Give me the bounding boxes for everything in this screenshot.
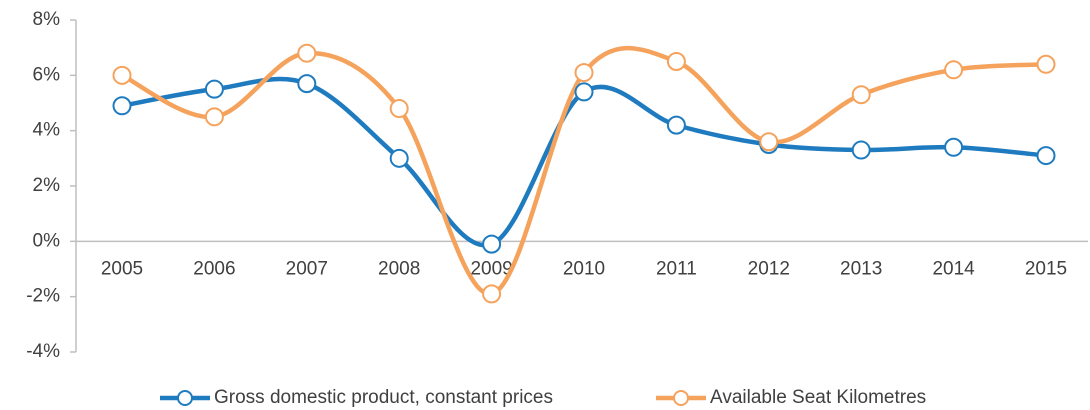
y-tick-label: -4% — [26, 341, 60, 362]
marker — [574, 82, 594, 102]
marker — [944, 60, 964, 80]
marker — [112, 65, 132, 85]
marker — [944, 137, 964, 157]
marker — [112, 96, 132, 116]
y-tick-label: -2% — [26, 286, 60, 307]
marker — [1036, 54, 1056, 74]
x-tick-label: 2005 — [101, 258, 143, 279]
marker — [297, 43, 317, 63]
marker — [389, 99, 409, 119]
marker — [666, 115, 686, 135]
y-tick-label: 8% — [33, 9, 61, 30]
y-tick-label: 0% — [33, 230, 61, 251]
marker — [1036, 146, 1056, 166]
legend-label: Available Seat Kilometres — [710, 387, 926, 408]
y-tick-label: 2% — [33, 175, 61, 196]
marker — [389, 148, 409, 168]
x-tick-label: 2009 — [470, 258, 512, 279]
y-tick-label: 4% — [33, 120, 61, 141]
x-tick-label: 2014 — [932, 258, 975, 279]
marker — [666, 52, 686, 71]
legend-marker — [177, 390, 193, 406]
marker — [759, 132, 779, 152]
marker — [482, 234, 502, 254]
y-tick-label: 6% — [33, 64, 61, 85]
marker — [204, 79, 224, 99]
series-line — [121, 76, 1047, 248]
marker — [204, 107, 224, 127]
legend-marker — [673, 390, 689, 406]
x-tick-label: 2008 — [378, 258, 420, 279]
legend-label: Gross domestic product, constant prices — [214, 387, 553, 408]
x-tick-label: 2011 — [656, 258, 697, 279]
x-tick-label: 2007 — [286, 258, 328, 279]
x-tick-label: 2015 — [1025, 258, 1067, 279]
marker — [851, 85, 871, 105]
x-tick-label: 2013 — [840, 258, 882, 279]
marker — [851, 140, 871, 160]
x-tick-label: 2012 — [748, 258, 790, 279]
x-tick-label: 2010 — [563, 258, 605, 279]
marker — [482, 284, 502, 304]
marker — [297, 74, 317, 94]
marker — [574, 63, 594, 83]
x-tick-label: 2006 — [193, 258, 235, 279]
